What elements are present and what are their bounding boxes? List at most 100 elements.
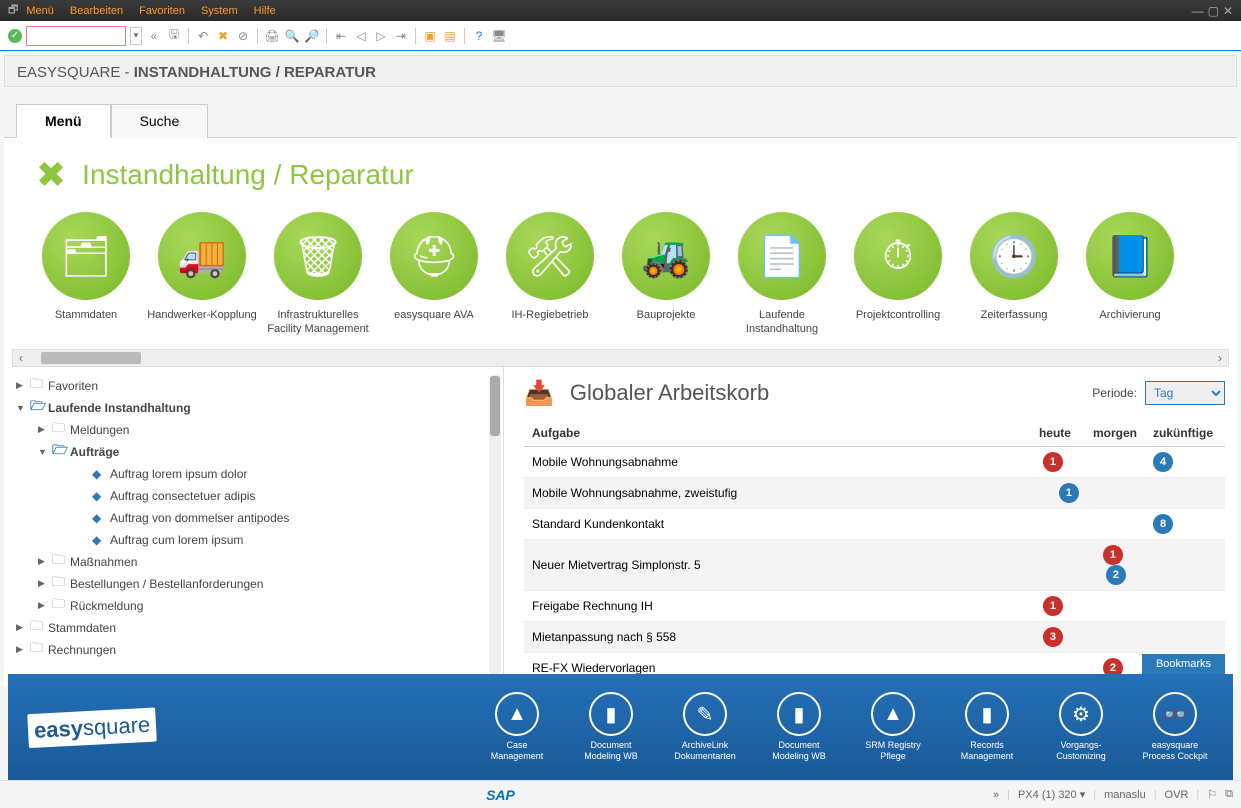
scroll-left-icon[interactable]: ‹: [13, 351, 29, 365]
history-icon[interactable]: «: [146, 28, 162, 44]
footer-app-icon: 👓: [1153, 692, 1197, 736]
footer-app[interactable]: ⚙Vorgangs-Customizing: [1043, 692, 1119, 762]
save-icon[interactable]: 🖫: [166, 28, 182, 44]
tree-rueckmeldung[interactable]: ▶🗀Rückmeldung: [4, 595, 503, 617]
worklist-row[interactable]: Standard Kundenkontakt8: [524, 508, 1225, 539]
tile-infrastrukturelles-facility-management[interactable]: 🗑Infrastrukturelles Facility Management: [260, 212, 376, 337]
tree-laufende[interactable]: ▼🗁Laufende Instandhaltung: [4, 397, 503, 419]
tile-easysquare-ava[interactable]: ⛑easysquare AVA: [376, 212, 492, 337]
count-badge[interactable]: 1: [1103, 545, 1123, 565]
menubar-bearbeiten[interactable]: Bearbeiten: [70, 5, 123, 17]
tree-auftrag-3[interactable]: ◆Auftrag von dommelser antipodes: [4, 507, 503, 529]
cell-tomorrow: 12: [1085, 539, 1145, 590]
worklist-row[interactable]: Freigabe Rechnung IH1: [524, 590, 1225, 621]
worklist-row[interactable]: Mobile Wohnungsabnahme, zweistufig1: [524, 477, 1225, 508]
scroll-right-icon[interactable]: ›: [1212, 351, 1228, 365]
tree-bestellungen[interactable]: ▶🗀Bestellungen / Bestellanforderungen: [4, 573, 503, 595]
last-page-icon[interactable]: ⇥: [393, 28, 409, 44]
scroll-thumb[interactable]: [41, 352, 141, 364]
tile-projektcontrolling[interactable]: ⏱Projektcontrolling: [840, 212, 956, 337]
count-badge[interactable]: 1: [1059, 483, 1079, 503]
count-badge[interactable]: 1: [1043, 596, 1063, 616]
tree-scroll-thumb[interactable]: [490, 376, 500, 436]
command-dropdown[interactable]: ▾: [130, 27, 142, 45]
tab-suche[interactable]: Suche: [111, 104, 209, 138]
enter-icon[interactable]: ✓: [8, 29, 22, 43]
tile-stammdaten[interactable]: 🗂Stammdaten: [28, 212, 144, 337]
tree-scrollbar[interactable]: [489, 375, 501, 675]
cell-tomorrow: [1085, 590, 1145, 621]
tree-rechnungen[interactable]: ▶🗀Rechnungen: [4, 639, 503, 661]
footer-app[interactable]: ▮Records Management: [949, 692, 1025, 762]
worklist-table: Aufgabe heute morgen zukünftige Mobile W…: [524, 420, 1225, 715]
menubar-system[interactable]: System: [201, 5, 238, 17]
next-page-icon[interactable]: ▷: [373, 28, 389, 44]
print-icon[interactable]: 🖨: [264, 28, 280, 44]
tile-label: Zeiterfassung: [956, 308, 1072, 322]
menubar-menu[interactable]: Menü: [26, 5, 54, 17]
worklist-row[interactable]: Mobile Wohnungsabnahme14: [524, 446, 1225, 477]
tile-row: 🗂Stammdaten🚚Handwerker-Kopplung🗑Infrastr…: [4, 204, 1237, 349]
menubar-hilfe[interactable]: Hilfe: [254, 5, 276, 17]
prev-page-icon[interactable]: ◁: [353, 28, 369, 44]
tree-meldungen[interactable]: ▶🗀Meldungen: [4, 419, 503, 441]
cell-today: 1: [1025, 477, 1085, 508]
cell-future: [1145, 590, 1225, 621]
tree-auftraege[interactable]: ▼🗁Aufträge: [4, 441, 503, 463]
maximize-icon[interactable]: ▢: [1208, 4, 1219, 18]
status-flag-icon[interactable]: ⚐: [1207, 788, 1217, 801]
back-icon[interactable]: ↶: [195, 28, 211, 44]
footer-app-label: Document Modeling WB: [761, 740, 837, 762]
count-badge[interactable]: 3: [1043, 627, 1063, 647]
command-input[interactable]: [26, 26, 126, 46]
shortcut-icon[interactable]: ▤: [442, 28, 458, 44]
worklist-row[interactable]: Mietanpassung nach § 5583: [524, 621, 1225, 652]
find-next-icon[interactable]: 🔎: [304, 28, 320, 44]
footer-app[interactable]: ▮Document Modeling WB: [573, 692, 649, 762]
footer-app[interactable]: 👓easysquare Process Cockpit: [1137, 692, 1213, 762]
periode-select[interactable]: Tag: [1145, 381, 1225, 405]
help-icon[interactable]: ?: [471, 28, 487, 44]
footer-app[interactable]: ✎ArchiveLink Dokumentarten: [667, 692, 743, 762]
tree-stammdaten[interactable]: ▶🗀Stammdaten: [4, 617, 503, 639]
tree-favoriten[interactable]: ▶🗀Favoriten: [4, 375, 503, 397]
tile-laufende-instandhaltung[interactable]: 📄Laufende Instandhaltung: [724, 212, 840, 337]
first-page-icon[interactable]: ⇤: [333, 28, 349, 44]
cancel-icon[interactable]: ⊘: [235, 28, 251, 44]
status-layout-icon[interactable]: ⧉: [1225, 788, 1233, 801]
tile-icon: 🚜: [622, 212, 710, 300]
tile-archivierung[interactable]: 📘Archivierung: [1072, 212, 1188, 337]
tree-auftrag-4[interactable]: ◆Auftrag cum lorem ipsum: [4, 529, 503, 551]
tile-handwerker-kopplung[interactable]: 🚚Handwerker-Kopplung: [144, 212, 260, 337]
tree-auftrag-2[interactable]: ◆Auftrag consectetuer adipis: [4, 485, 503, 507]
cell-future: [1145, 539, 1225, 590]
layout-icon[interactable]: 🖥: [491, 28, 507, 44]
worklist-row[interactable]: Neuer Mietvertrag Simplonstr. 512: [524, 539, 1225, 590]
count-badge[interactable]: 8: [1153, 514, 1173, 534]
count-badge[interactable]: 4: [1153, 452, 1173, 472]
tile-bauprojekte[interactable]: 🚜Bauprojekte: [608, 212, 724, 337]
tile-label: Archivierung: [1072, 308, 1188, 322]
footer-app[interactable]: ▲Case Management: [479, 692, 555, 762]
tile-zeiterfassung[interactable]: 🕒Zeiterfassung: [956, 212, 1072, 337]
bookmarks-tab[interactable]: Bookmarks: [1142, 654, 1225, 674]
new-session-icon[interactable]: ▣: [422, 28, 438, 44]
find-icon[interactable]: 🔍: [284, 28, 300, 44]
count-badge[interactable]: 1: [1043, 452, 1063, 472]
cube-icon: ◆: [92, 511, 110, 525]
footer-app[interactable]: ▲SRM Registry Pflege: [855, 692, 931, 762]
tree-massnahmen[interactable]: ▶🗀Maßnahmen: [4, 551, 503, 573]
tree-auftrag-1[interactable]: ◆Auftrag lorem ipsum dolor: [4, 463, 503, 485]
count-badge[interactable]: 2: [1106, 565, 1126, 585]
status-chevrons[interactable]: »: [993, 789, 999, 801]
minimize-icon[interactable]: —: [1192, 4, 1204, 18]
status-system[interactable]: PX4 (1) 320 ▾: [1018, 788, 1085, 801]
close-icon[interactable]: ✕: [1223, 4, 1233, 18]
tile-ih-regiebetrieb[interactable]: 🛠IH-Regiebetrieb: [492, 212, 608, 337]
menubar-favoriten[interactable]: Favoriten: [139, 5, 185, 17]
footer-app[interactable]: ▮Document Modeling WB: [761, 692, 837, 762]
exit-icon[interactable]: ✖: [215, 28, 231, 44]
tab-menu[interactable]: Menü: [16, 104, 111, 138]
status-bar: SAP »| PX4 (1) 320 ▾| manaslu| OVR| ⚐ ⧉: [0, 780, 1241, 808]
tile-scrollbar[interactable]: ‹ ›: [12, 349, 1229, 367]
